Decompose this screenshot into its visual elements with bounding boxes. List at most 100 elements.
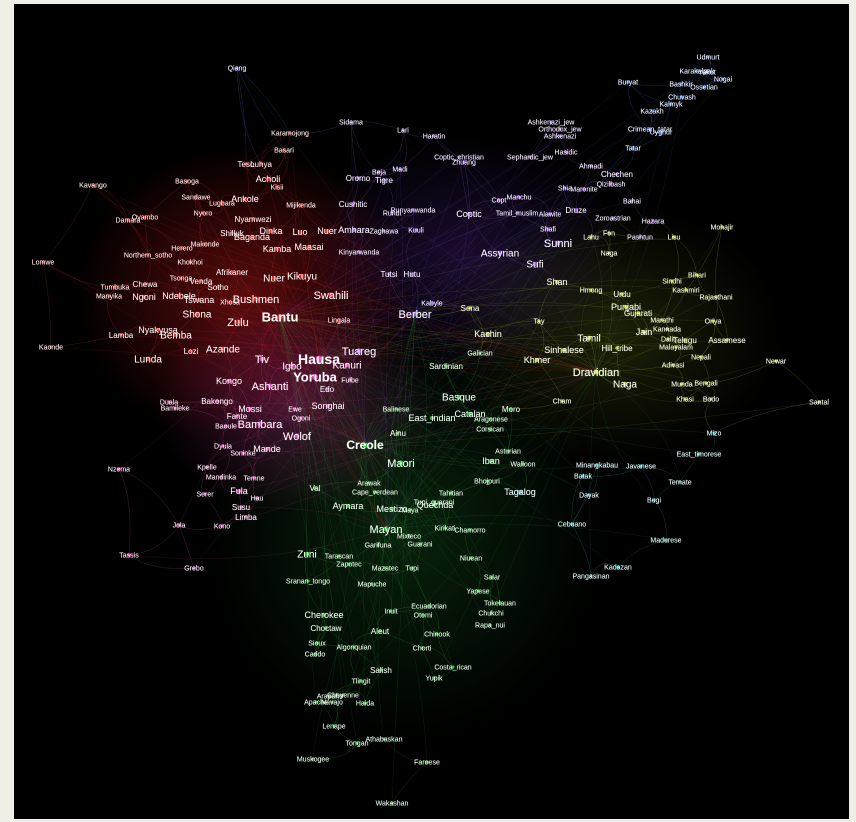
graph-node[interactable]	[243, 197, 247, 201]
graph-node[interactable]	[652, 498, 656, 502]
graph-node[interactable]	[489, 459, 493, 463]
graph-node[interactable]	[177, 294, 181, 298]
graph-node[interactable]	[581, 474, 585, 478]
graph-node[interactable]	[324, 626, 328, 630]
graph-node[interactable]	[205, 465, 209, 469]
graph-node[interactable]	[570, 522, 574, 526]
graph-node[interactable]	[680, 95, 684, 99]
graph-node[interactable]	[367, 481, 371, 485]
graph-node[interactable]	[555, 280, 559, 284]
graph-node[interactable]	[362, 442, 368, 448]
graph-node[interactable]	[593, 369, 599, 375]
graph-node[interactable]	[306, 579, 310, 583]
graph-node[interactable]	[244, 162, 248, 166]
graph-node[interactable]	[289, 363, 295, 369]
graph-node[interactable]	[451, 665, 455, 669]
graph-node[interactable]	[377, 170, 381, 174]
graph-node[interactable]	[478, 351, 482, 355]
graph-node[interactable]	[425, 760, 429, 764]
graph-node[interactable]	[457, 155, 461, 159]
graph-node[interactable]	[275, 185, 279, 189]
graph-node[interactable]	[518, 490, 522, 494]
graph-node[interactable]	[410, 272, 414, 276]
graph-node[interactable]	[294, 433, 300, 439]
graph-node[interactable]	[167, 400, 171, 404]
graph-node[interactable]	[412, 311, 418, 317]
graph-node[interactable]	[119, 333, 123, 337]
graph-node[interactable]	[235, 66, 239, 70]
graph-node[interactable]	[346, 504, 350, 508]
graph-node[interactable]	[216, 285, 220, 289]
graph-node[interactable]	[521, 462, 525, 466]
graph-node[interactable]	[683, 397, 687, 401]
graph-node[interactable]	[239, 505, 243, 509]
graph-node[interactable]	[709, 397, 713, 401]
graph-node[interactable]	[462, 160, 466, 164]
graph-node[interactable]	[355, 741, 359, 745]
graph-node[interactable]	[433, 503, 437, 507]
graph-node[interactable]	[638, 235, 642, 239]
graph-node[interactable]	[107, 294, 111, 298]
graph-node[interactable]	[497, 250, 503, 256]
graph-node[interactable]	[666, 337, 670, 341]
graph-node[interactable]	[620, 292, 624, 296]
graph-node[interactable]	[490, 575, 494, 579]
graph-node[interactable]	[221, 444, 225, 448]
graph-node[interactable]	[352, 228, 356, 232]
graph-node[interactable]	[626, 80, 630, 84]
graph-node[interactable]	[669, 102, 673, 106]
graph-node[interactable]	[142, 295, 146, 299]
graph-node[interactable]	[382, 737, 386, 741]
graph-node[interactable]	[201, 211, 205, 215]
graph-node[interactable]	[299, 203, 303, 207]
graph-node[interactable]	[528, 155, 532, 159]
graph-node[interactable]	[328, 292, 334, 298]
graph-node[interactable]	[250, 235, 254, 239]
graph-node[interactable]	[179, 276, 183, 280]
graph-node[interactable]	[376, 543, 380, 547]
graph-node[interactable]	[672, 235, 676, 239]
graph-node[interactable]	[587, 493, 591, 497]
graph-node[interactable]	[711, 319, 715, 323]
graph-node[interactable]	[704, 381, 708, 385]
graph-node[interactable]	[660, 318, 664, 322]
graph-node[interactable]	[173, 406, 177, 410]
graph-node[interactable]	[332, 724, 336, 728]
graph-node[interactable]	[674, 345, 678, 349]
graph-node[interactable]	[485, 479, 489, 483]
graph-node[interactable]	[383, 526, 389, 532]
graph-node[interactable]	[257, 421, 263, 427]
graph-node[interactable]	[337, 554, 341, 558]
graph-node[interactable]	[589, 164, 593, 168]
graph-node[interactable]	[468, 306, 472, 310]
graph-node[interactable]	[418, 542, 422, 546]
graph-node[interactable]	[277, 314, 283, 320]
graph-node[interactable]	[449, 491, 453, 495]
graph-node[interactable]	[574, 208, 578, 212]
graph-node[interactable]	[705, 70, 709, 74]
graph-node[interactable]	[650, 109, 654, 113]
graph-node[interactable]	[683, 338, 687, 342]
graph-node[interactable]	[230, 270, 234, 274]
graph-node[interactable]	[145, 356, 151, 362]
graph-node[interactable]	[215, 399, 219, 403]
graph-node[interactable]	[203, 242, 207, 246]
graph-node[interactable]	[313, 486, 317, 490]
graph-node[interactable]	[702, 85, 706, 89]
graph-node[interactable]	[563, 186, 567, 190]
graph-node[interactable]	[348, 378, 352, 382]
graph-node[interactable]	[383, 566, 387, 570]
graph-node[interactable]	[382, 178, 386, 182]
graph-node[interactable]	[699, 355, 703, 359]
graph-node[interactable]	[126, 218, 130, 222]
graph-node[interactable]	[192, 566, 196, 570]
graph-node[interactable]	[328, 694, 332, 698]
graph-node[interactable]	[349, 120, 353, 124]
graph-node[interactable]	[659, 130, 663, 134]
graph-node[interactable]	[352, 645, 356, 649]
graph-node[interactable]	[398, 460, 404, 466]
graph-node[interactable]	[535, 358, 539, 362]
graph-node[interactable]	[244, 515, 248, 519]
graph-node[interactable]	[275, 247, 279, 251]
